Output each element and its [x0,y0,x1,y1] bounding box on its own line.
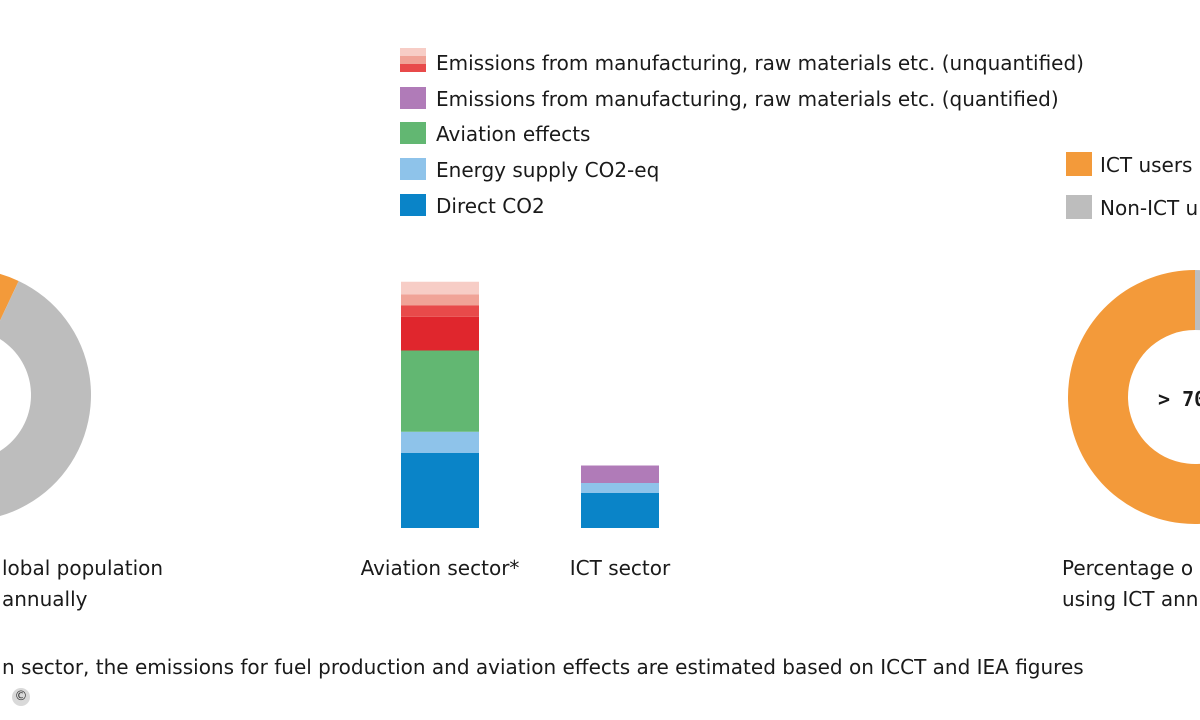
stacked-bar-chart [401,281,659,528]
legend-swatch-direct-co2 [400,194,426,216]
bar-legend: Emissions from manufacturing, raw materi… [400,48,1084,218]
legend-swatch-ict-users [1066,152,1092,176]
legend-swatch-unquantified-1 [400,48,426,56]
bar-segment-0-7 [401,281,479,295]
legend-label-quantified: Emissions from manufacturing, raw materi… [436,87,1059,111]
bar-segment-0-1 [401,431,479,453]
legend-label-unquantified: Emissions from manufacturing, raw materi… [436,51,1084,75]
donut-right-slice-1 [1195,270,1200,331]
legend-item-unquantified: Emissions from manufacturing, raw materi… [400,48,1084,75]
bar-segment-1-3 [581,465,659,483]
legend-label-aviation-effects: Aviation effects [436,122,590,146]
legend-swatch-unquantified-3 [400,64,426,72]
legend-label-direct-co2: Direct CO2 [436,194,545,218]
bar-segment-0-0 [401,453,479,528]
donut-chart-left [0,274,91,516]
donut-center-value: > 70 [1158,387,1200,411]
legend-swatch-unquantified-2 [400,56,426,64]
legend-item-energy-supply: Energy supply CO2-eq [400,158,659,182]
donut-left-slice-0 [0,274,19,321]
legend-swatch-energy-supply [400,158,426,180]
donut-chart-right [1068,270,1200,524]
bar-segment-0-6 [401,294,479,306]
legend-label-ict-users: ICT users [1100,153,1192,177]
left-caption-line-1: lobal population [2,556,163,580]
legend-item-aviation-effects: Aviation effects [400,122,590,146]
legend-item-quantified: Emissions from manufacturing, raw materi… [400,87,1059,111]
left-caption-line-2: annually [2,587,88,611]
bar-segment-0-2 [401,350,479,432]
bar-segment-0-5 [401,305,479,317]
category-label-aviation: Aviation sector* [361,556,520,580]
legend-label-non-ict: Non-ICT u [1100,196,1198,220]
donut-legend: ICT users Non-ICT u [1066,152,1198,220]
legend-swatch-aviation-effects [400,122,426,144]
donut-left-slice-1 [0,280,91,516]
category-label-ict: ICT sector [570,556,671,580]
right-caption-line-1: Percentage o [1062,556,1193,580]
bar-segment-0-4 [401,316,479,351]
legend-swatch-non-ict [1066,195,1092,219]
legend-label-energy-supply: Energy supply CO2-eq [436,158,659,182]
right-caption-line-2: using ICT ann [1062,587,1198,611]
bar-segment-1-1 [581,483,659,493]
copyright-icon: © [12,688,30,706]
legend-swatch-quantified [400,87,426,109]
donut-right-slice-0 [1068,270,1200,524]
bar-segment-1-0 [581,493,659,528]
legend-item-direct-co2: Direct CO2 [400,194,545,218]
footnote: n sector, the emissions for fuel product… [2,655,1084,679]
